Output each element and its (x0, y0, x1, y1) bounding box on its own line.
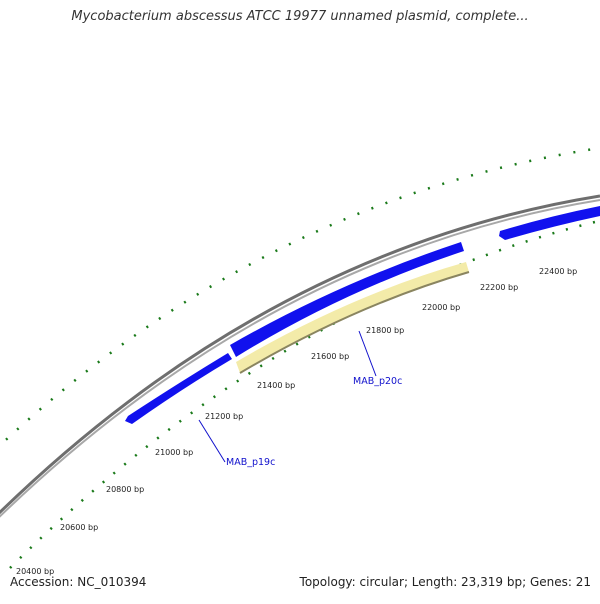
ruler-tick-label: 22400 bp (539, 267, 577, 276)
ruler-tick-label: 21600 bp (311, 352, 349, 361)
ruler-inner-ticks (9, 220, 596, 569)
accession-text: Accession: NC_010394 (10, 575, 147, 589)
map-summary-text: Topology: circular; Length: 23,319 bp; G… (299, 575, 591, 589)
ruler-tick-label: 21800 bp (366, 326, 404, 335)
map-title: Mycobacterium abscessus ATCC 19977 unnam… (71, 9, 529, 24)
ruler-tick-label: 20600 bp (60, 523, 98, 532)
ruler-tick-label: 20800 bp (106, 485, 144, 494)
gene-feature[interactable] (230, 242, 464, 357)
gene-label[interactable]: MAB_p20c (353, 376, 402, 387)
ruler-tick-label: 22000 bp (422, 303, 460, 312)
backbone-outer (0, 194, 600, 515)
gene-feature[interactable] (499, 206, 600, 240)
ruler-tick-label: 21000 bp (155, 448, 193, 457)
gene-feature[interactable] (125, 353, 232, 424)
backbone-inner (0, 199, 600, 518)
ruler-tick-label: 21200 bp (205, 412, 243, 421)
gene-label-leader (358, 330, 377, 377)
gene-label[interactable]: MAB_p19c (226, 457, 275, 468)
gene-label-leader (198, 419, 226, 463)
ruler-tick-label: 22200 bp (480, 283, 518, 292)
gene-feature-highlight[interactable] (236, 262, 469, 373)
ruler-tick-label: 20400 bp (16, 567, 54, 576)
gene-feature-highlight-edge (239, 271, 470, 374)
ruler-tick-label: 21400 bp (257, 381, 295, 390)
